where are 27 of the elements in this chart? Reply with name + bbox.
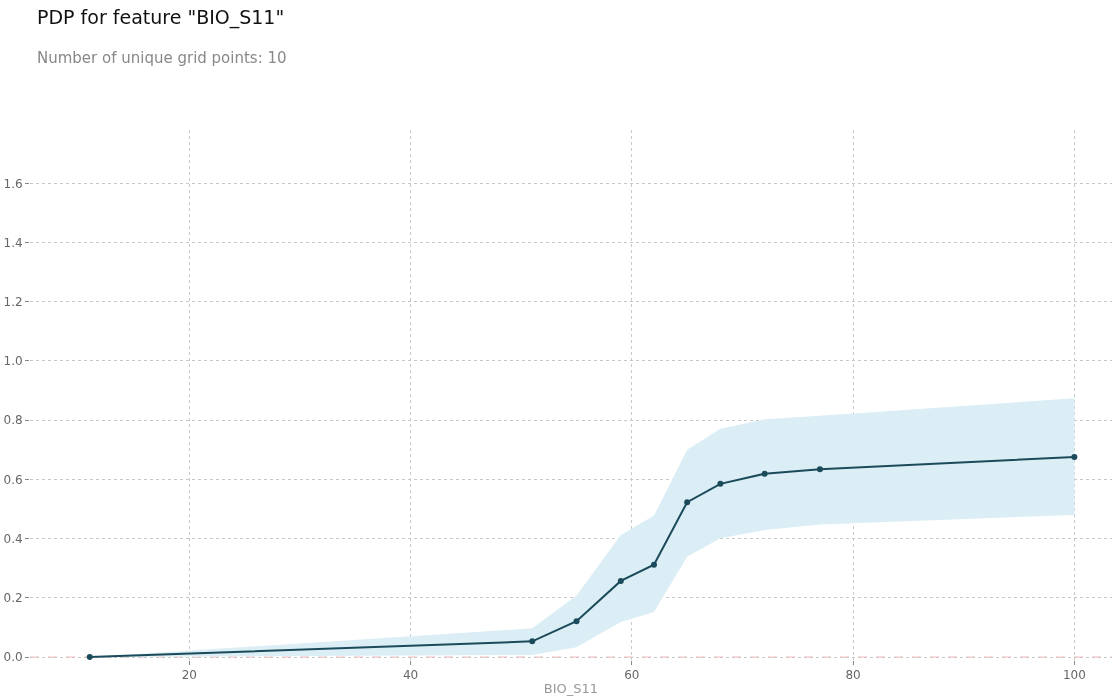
point [684,499,691,506]
x-tick-label: 20 [181,668,197,683]
point [1071,453,1078,460]
y-tick-label: 1.2 [3,294,23,309]
x-tick-label: 80 [845,668,861,683]
point [761,470,768,477]
point [86,654,93,660]
x-tick-label: 100 [1062,668,1086,683]
chart-title: PDP for feature "BIO_S11" [37,5,285,29]
point [617,577,624,584]
point [717,480,724,487]
y-tick-label: 0.4 [3,531,23,546]
y-tick-label: 0.0 [3,650,23,665]
point [650,561,657,568]
point [573,618,580,625]
y-tick-label: 1.0 [3,354,23,369]
point [816,466,823,473]
point [529,638,536,645]
y-tick-label: 1.6 [3,176,23,191]
x-tick-label: 40 [402,668,419,683]
y-tick-label: 0.8 [3,413,23,428]
chart-subtitle: Number of unique grid points: 10 [37,49,287,68]
x-tick-label: 60 [624,668,640,683]
y-tick-label: 1.4 [3,235,23,250]
y-tick-label: 0.2 [3,591,23,606]
x-axis-title: BIO_S11 [543,681,599,696]
y-tick-label: 0.6 [3,472,23,487]
